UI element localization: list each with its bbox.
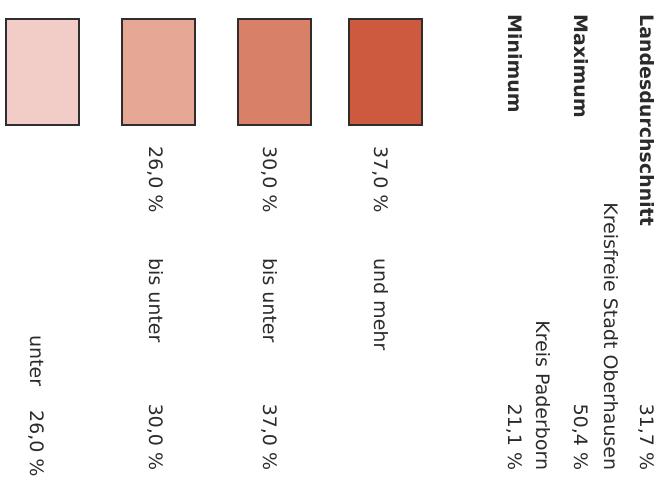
legend-from-4: 37,0 % bbox=[369, 146, 391, 213]
minimum-label: Minimum bbox=[503, 14, 525, 113]
maximum-label: Maximum bbox=[569, 14, 591, 118]
minimum-value: 21,1 % bbox=[503, 403, 525, 470]
legend-to-1: 26,0 % bbox=[25, 410, 47, 477]
legend-swatch-1 bbox=[5, 18, 80, 126]
legend-connector-2: bis unter bbox=[144, 258, 166, 343]
average-label: Landesdurchschnitt bbox=[635, 14, 657, 226]
average-value: 31,7 % bbox=[635, 403, 657, 470]
legend-from-3: 30,0 % bbox=[258, 146, 280, 213]
legend-connector-1: unter bbox=[25, 335, 47, 387]
minimum-region: Kreis Paderborn bbox=[531, 320, 553, 470]
maximum-region: Kreisfreie Stadt Oberhausen bbox=[599, 202, 621, 470]
legend-swatch-4 bbox=[348, 18, 423, 126]
legend-swatch-2 bbox=[121, 18, 196, 126]
legend-swatch-3 bbox=[237, 18, 312, 126]
legend-to-2: 30,0 % bbox=[144, 403, 166, 470]
legend-from-2: 26,0 % bbox=[144, 146, 166, 213]
legend-to-3: 37,0 % bbox=[258, 403, 280, 470]
legend-connector-3: bis unter bbox=[258, 258, 280, 343]
legend-connector-4: und mehr bbox=[369, 258, 391, 351]
maximum-value: 50,4 % bbox=[569, 403, 591, 470]
